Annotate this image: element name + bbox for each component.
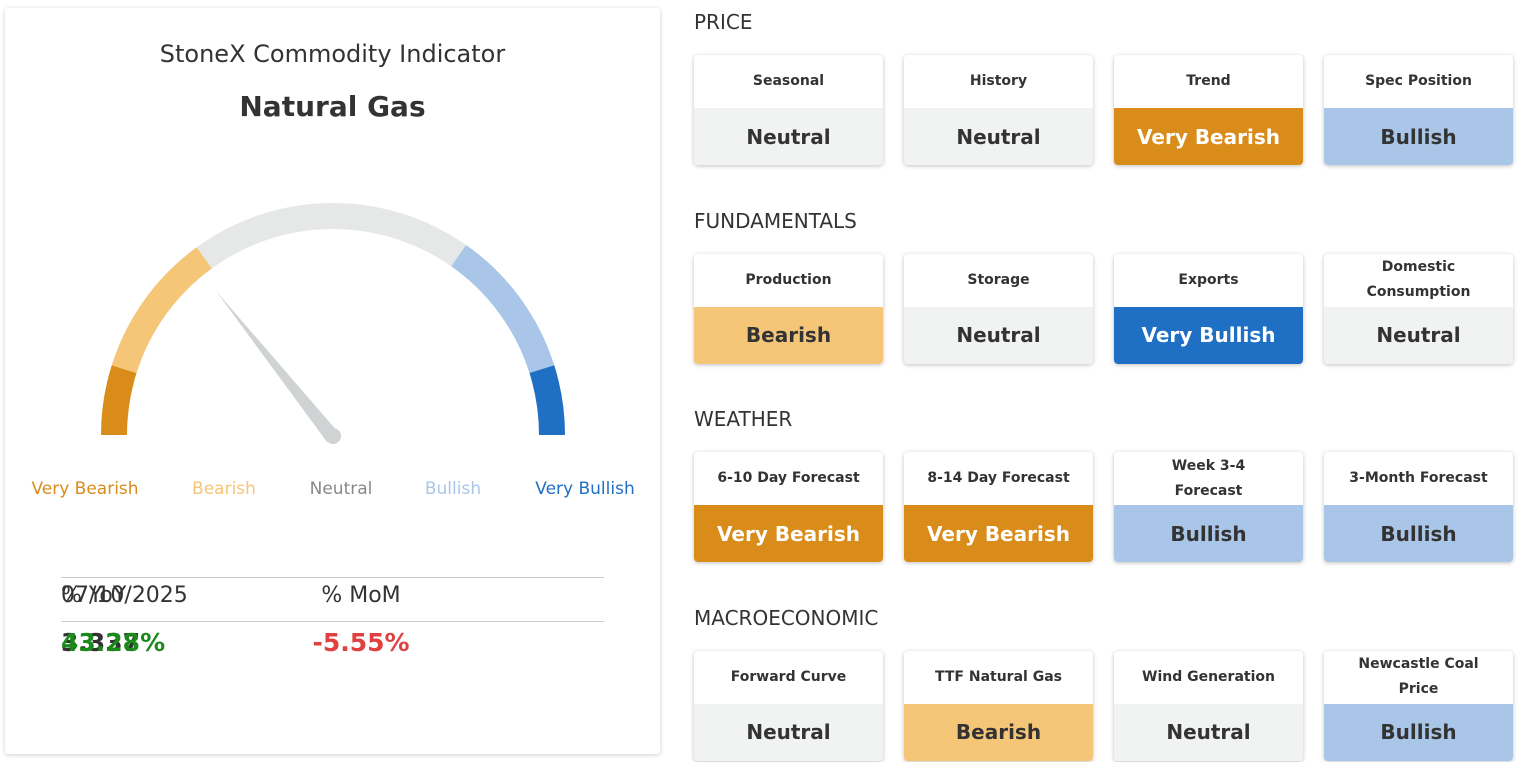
table-value: 43.28% [61, 628, 166, 657]
tile-rating: Very Bearish [1114, 108, 1303, 165]
section-title: MACROECONOMIC [694, 605, 879, 630]
tile-label: 8-14 Day Forecast [927, 470, 1070, 486]
title: Natural Gas [239, 90, 426, 123]
tile: Newcastle Coal Price Bullish [1324, 650, 1513, 761]
tile-label: Forward Curve [730, 668, 847, 685]
tile-label: 3-Month Forecast [1349, 470, 1488, 486]
tile-rating: Bearish [904, 703, 1093, 761]
table-header: 07/10/2025 [61, 583, 188, 608]
table-header: % YoY [61, 583, 127, 608]
tile: 6-10 Day Forecast Very Bearish [694, 452, 883, 562]
tile: Exports Very Bullish [1114, 253, 1303, 364]
gauge-segment [529, 365, 565, 436]
tile-rating: Bullish [1324, 108, 1513, 165]
subtitle: StoneX Commodity Indicator [159, 40, 506, 68]
tile-label: Production [745, 271, 832, 288]
gauge-segment [450, 244, 555, 374]
gauge-label: Very Bearish [31, 479, 139, 499]
gauge [101, 203, 565, 444]
gauge-label: Neutral [309, 479, 373, 499]
tile-label: Storage [967, 271, 1030, 288]
tile-rating: Bullish [1324, 505, 1513, 562]
tile: Storage Neutral [904, 253, 1093, 364]
gauge-label: Bearish [192, 479, 256, 499]
gauge-needle [216, 291, 338, 442]
gauge-label: Very Bullish [535, 479, 635, 499]
gauge-hub [325, 428, 341, 444]
tile: Production Bearish [694, 253, 883, 364]
tile: Trend Very Bearish [1114, 55, 1303, 165]
tile-label: Wind Generation [1142, 668, 1275, 685]
divider [61, 577, 604, 578]
tile-rating: Very Bearish [904, 505, 1093, 562]
tile-rating: Neutral [694, 108, 883, 165]
gauge-label: Bullish [424, 479, 482, 499]
gauge-segment [196, 203, 467, 269]
tile-label: Domestic Consumption [1366, 259, 1471, 300]
tile-rating: Very Bullish [1114, 306, 1303, 364]
indicator-card: StoneX Commodity Indicator Natural Gas V… [5, 8, 660, 754]
tile-rating: Very Bearish [694, 505, 883, 562]
gauge-segment [101, 365, 137, 436]
table-value: 3.337 [61, 628, 141, 657]
section-title: FUNDAMENTALS [694, 208, 857, 233]
tile-label: Seasonal [752, 73, 825, 89]
tile: 8-14 Day Forecast Very Bearish [904, 452, 1093, 562]
tile-label: Newcastle Coal Price [1358, 656, 1479, 697]
table-value: -5.55% [312, 628, 410, 657]
section-title: PRICE [694, 10, 753, 34]
tile: Forward Curve Neutral [694, 650, 883, 761]
tile-label: Trend [1186, 73, 1231, 89]
divider [61, 621, 604, 622]
tile: Spec Position Bullish [1324, 55, 1513, 165]
tile: Wind Generation Neutral [1114, 650, 1303, 761]
tile-label: Exports [1178, 271, 1239, 288]
tile: Seasonal Neutral [694, 55, 883, 165]
tile-rating: Neutral [904, 108, 1093, 165]
tile-rating: Neutral [904, 306, 1093, 364]
tile-rating: Bullish [1114, 505, 1303, 562]
tile-rating: Neutral [694, 703, 883, 761]
tile-rating: Bearish [694, 306, 883, 364]
tile: Week 3-4 Forecast Bullish [1114, 452, 1303, 562]
tile-rating: Neutral [1324, 306, 1513, 364]
tile-rating: Neutral [1114, 703, 1303, 761]
table-header: % MoM [321, 583, 401, 608]
tile-label: 6-10 Day Forecast [717, 470, 860, 486]
section-title: WEATHER [694, 407, 793, 431]
tile: 3-Month Forecast Bullish [1324, 452, 1513, 562]
tile-label: History [969, 73, 1028, 89]
tile: TTF Natural Gas Bearish [904, 650, 1093, 761]
tile-rating: Bullish [1324, 703, 1513, 761]
tile-label: Spec Position [1365, 73, 1472, 89]
tile-label: Week 3-4 Forecast [1171, 457, 1246, 499]
tile: History Neutral [904, 55, 1093, 165]
tile-label: TTF Natural Gas [935, 668, 1062, 685]
gauge-segment [111, 247, 213, 374]
tile: Domestic Consumption Neutral [1324, 253, 1513, 364]
